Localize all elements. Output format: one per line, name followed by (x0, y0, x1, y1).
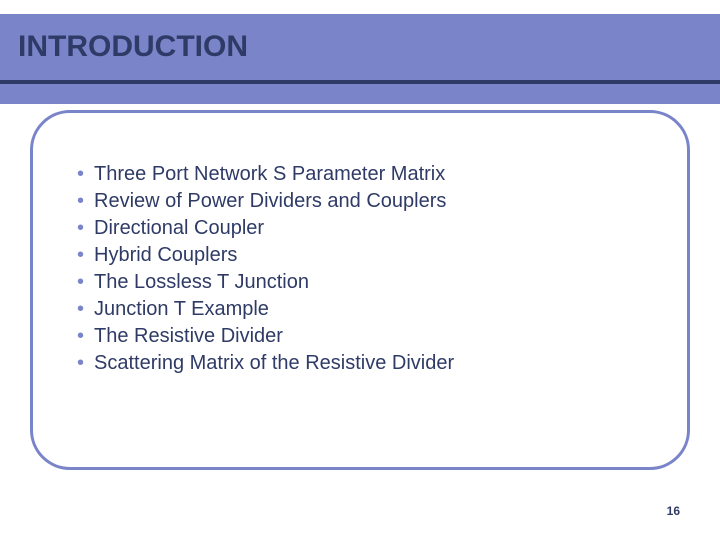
list-item-label: Directional Coupler (94, 215, 264, 242)
content-frame: • Three Port Network S Parameter Matrix … (30, 110, 690, 470)
bullet-icon: • (77, 269, 84, 296)
list-item-label: Junction T Example (94, 296, 269, 323)
list-item: • Scattering Matrix of the Resistive Div… (77, 350, 454, 377)
bullet-icon: • (77, 242, 84, 269)
bullet-icon: • (77, 161, 84, 188)
bullet-icon: • (77, 323, 84, 350)
top-bar (0, 0, 720, 14)
list-item: • Review of Power Dividers and Couplers (77, 188, 454, 215)
list-item-label: The Lossless T Junction (94, 269, 309, 296)
list-item-label: Hybrid Couplers (94, 242, 237, 269)
bullet-icon: • (77, 188, 84, 215)
list-item-label: Review of Power Dividers and Couplers (94, 188, 446, 215)
list-item: • The Lossless T Junction (77, 269, 454, 296)
list-item-label: Three Port Network S Parameter Matrix (94, 161, 445, 188)
bullet-icon: • (77, 350, 84, 377)
slide-title: INTRODUCTION (18, 30, 248, 64)
list-item-label: The Resistive Divider (94, 323, 283, 350)
list-item: • The Resistive Divider (77, 323, 454, 350)
list-item: • Directional Coupler (77, 215, 454, 242)
list-item: • Junction T Example (77, 296, 454, 323)
bullet-icon: • (77, 215, 84, 242)
list-item: • Hybrid Couplers (77, 242, 454, 269)
bullet-icon: • (77, 296, 84, 323)
list-item: • Three Port Network S Parameter Matrix (77, 161, 454, 188)
title-underline (0, 80, 720, 84)
list-item-label: Scattering Matrix of the Resistive Divid… (94, 350, 454, 377)
bullet-list: • Three Port Network S Parameter Matrix … (77, 161, 454, 377)
page-number: 16 (667, 504, 680, 518)
